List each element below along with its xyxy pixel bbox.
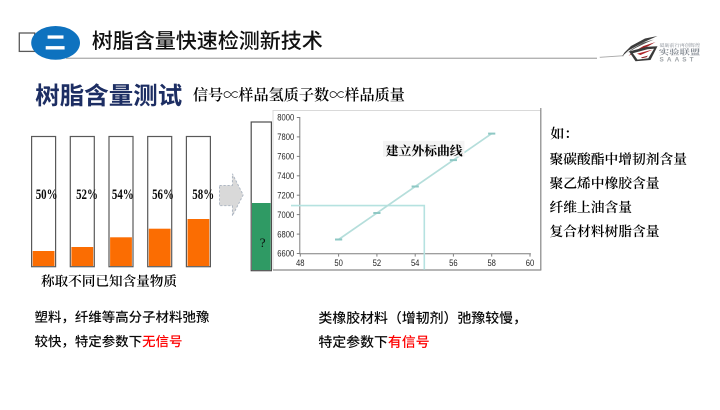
- svg-text:58%: 58%: [192, 187, 214, 203]
- svg-text:7200: 7200: [277, 190, 294, 201]
- svg-text:7600: 7600: [277, 152, 294, 163]
- svg-text:SAAST: SAAST: [660, 56, 697, 63]
- svg-text:56: 56: [449, 258, 458, 269]
- svg-text:?: ?: [260, 235, 266, 250]
- svg-text:50: 50: [334, 258, 343, 269]
- svg-text:8000: 8000: [277, 113, 294, 124]
- svg-text:52%: 52%: [76, 187, 98, 203]
- svg-text:54: 54: [411, 258, 420, 269]
- svg-text:7400: 7400: [277, 171, 294, 182]
- svg-text:7800: 7800: [277, 132, 294, 143]
- svg-text:60: 60: [526, 258, 535, 269]
- svg-text:6600: 6600: [277, 249, 294, 260]
- svg-text:7000: 7000: [277, 210, 294, 221]
- svg-text:58: 58: [487, 258, 496, 269]
- svg-text:54%: 54%: [112, 187, 134, 203]
- svg-text:48: 48: [296, 258, 305, 269]
- svg-text:52: 52: [373, 258, 382, 269]
- svg-text:56%: 56%: [152, 187, 174, 203]
- svg-text:50%: 50%: [36, 187, 58, 203]
- svg-text:6800: 6800: [277, 229, 294, 240]
